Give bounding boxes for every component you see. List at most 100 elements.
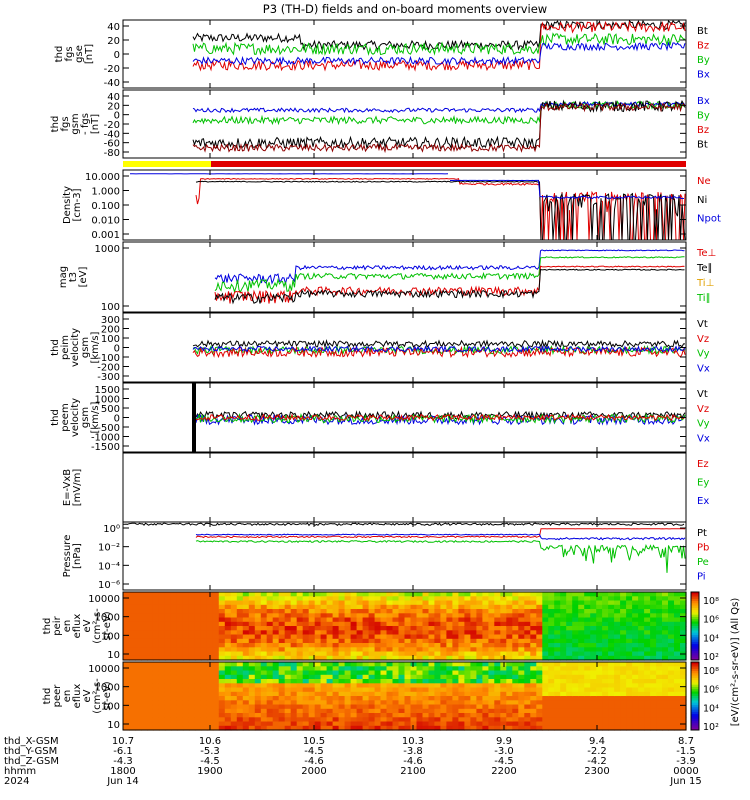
heatmap-cell bbox=[632, 609, 639, 614]
heatmap-cell bbox=[194, 596, 202, 602]
heatmap-cell bbox=[290, 596, 298, 602]
heatmap-cell bbox=[332, 655, 340, 661]
heatmap-cell bbox=[290, 643, 298, 648]
heatmap-cell bbox=[212, 725, 220, 731]
heatmap-cell bbox=[500, 609, 507, 614]
heatmap-cell bbox=[482, 717, 489, 723]
heatmap-cell bbox=[248, 713, 256, 718]
heatmap-cell bbox=[554, 683, 561, 689]
colorbar-cell bbox=[691, 614, 699, 618]
heatmap-cell bbox=[374, 596, 382, 602]
heatmap-cell bbox=[410, 613, 418, 619]
heatmap-cell bbox=[548, 725, 555, 731]
heatmap-cell bbox=[554, 717, 561, 723]
heatmap-cell bbox=[158, 647, 166, 653]
heatmap-cell bbox=[284, 592, 292, 597]
heatmap-cell bbox=[524, 609, 531, 614]
heatmap-cell bbox=[446, 634, 453, 640]
heatmap-cell bbox=[650, 596, 657, 602]
heatmap-cell bbox=[320, 679, 328, 684]
heatmap-cell bbox=[254, 621, 262, 627]
heatmap-cell bbox=[482, 634, 489, 640]
heatmap-cell bbox=[446, 670, 453, 676]
heatmap-cell bbox=[212, 613, 220, 619]
heatmap-cell bbox=[650, 634, 657, 640]
heatmap-cell bbox=[620, 634, 627, 640]
heatmap-cell bbox=[518, 696, 525, 701]
heatmap-cell bbox=[332, 721, 340, 727]
heatmap-cell bbox=[206, 687, 214, 693]
heatmap-cell bbox=[626, 674, 633, 680]
ephemeris-value: -4.2 bbox=[587, 756, 607, 767]
heatmap-cell bbox=[548, 683, 555, 689]
heatmap-cell bbox=[488, 691, 495, 697]
heatmap-cell bbox=[404, 617, 412, 623]
heatmap-cell bbox=[200, 638, 208, 644]
heatmap-cell bbox=[416, 604, 424, 610]
heatmap-cell bbox=[206, 613, 214, 619]
heatmap-cell bbox=[272, 704, 280, 710]
heatmap-cell bbox=[518, 613, 525, 619]
heatmap-cell bbox=[254, 704, 262, 710]
heatmap-cell bbox=[500, 666, 507, 672]
heatmap-cell bbox=[494, 662, 501, 667]
heatmap-cell bbox=[141, 674, 148, 680]
heatmap-cell bbox=[572, 696, 579, 701]
heatmap-cell bbox=[488, 609, 495, 614]
heatmap-cell bbox=[236, 651, 244, 657]
heatmap-cell bbox=[500, 630, 507, 636]
heatmap-cell bbox=[488, 704, 495, 710]
heatmap-cell bbox=[362, 621, 370, 627]
heatmap-cell bbox=[170, 713, 178, 718]
heatmap-cell bbox=[500, 691, 507, 697]
heatmap-cell bbox=[224, 679, 232, 684]
heatmap-cell bbox=[380, 700, 388, 706]
heatmap-cell bbox=[440, 670, 447, 676]
heatmap-cell bbox=[326, 691, 334, 697]
heatmap-cell bbox=[500, 721, 507, 727]
heatmap-cell bbox=[141, 604, 148, 610]
y-axis-label: [nT] bbox=[84, 44, 95, 64]
y-axis-label: eflux bbox=[72, 614, 83, 639]
heatmap-cell bbox=[542, 717, 549, 723]
heatmap-cell bbox=[308, 630, 316, 636]
series-bz bbox=[192, 102, 686, 154]
heatmap-cell bbox=[332, 696, 340, 701]
heatmap-cell bbox=[458, 696, 465, 701]
heatmap-cell bbox=[380, 596, 388, 602]
heatmap-cell bbox=[422, 713, 430, 718]
heatmap-cell bbox=[392, 609, 400, 614]
heatmap-cell bbox=[554, 725, 561, 731]
legend-entry: Vz bbox=[697, 404, 709, 415]
heatmap-cell bbox=[194, 634, 202, 640]
heatmap-cell bbox=[254, 717, 262, 723]
heatmap-cell bbox=[284, 596, 292, 602]
heatmap-cell bbox=[680, 691, 687, 697]
heatmap-cell bbox=[656, 666, 663, 672]
heatmap-cell bbox=[254, 721, 262, 727]
heatmap-cell bbox=[650, 679, 657, 684]
heatmap-cell bbox=[398, 708, 406, 714]
heatmap-cell bbox=[338, 643, 346, 648]
heatmap-cell bbox=[470, 662, 477, 667]
heatmap-cell bbox=[644, 604, 651, 610]
heatmap-cell bbox=[494, 691, 501, 697]
heatmap-cell bbox=[470, 687, 477, 693]
heatmap-cell bbox=[123, 638, 130, 644]
heatmap-cell bbox=[404, 630, 412, 636]
heatmap-cell bbox=[518, 725, 525, 731]
heatmap-cell bbox=[452, 638, 459, 644]
heatmap-cell bbox=[410, 670, 418, 676]
heatmap-cell bbox=[416, 708, 424, 714]
heatmap-cell bbox=[386, 600, 394, 606]
heatmap-cell bbox=[224, 596, 232, 602]
heatmap-cell bbox=[236, 679, 244, 684]
colorbar-frame bbox=[690, 591, 700, 661]
heatmap-cell bbox=[500, 687, 507, 693]
heatmap-cell bbox=[194, 717, 202, 723]
heatmap-cell bbox=[512, 670, 519, 676]
y-tick-label: -1500 bbox=[91, 442, 120, 453]
heatmap-cell bbox=[476, 630, 483, 636]
heatmap-cell bbox=[218, 704, 226, 710]
heatmap-cell bbox=[135, 666, 142, 672]
